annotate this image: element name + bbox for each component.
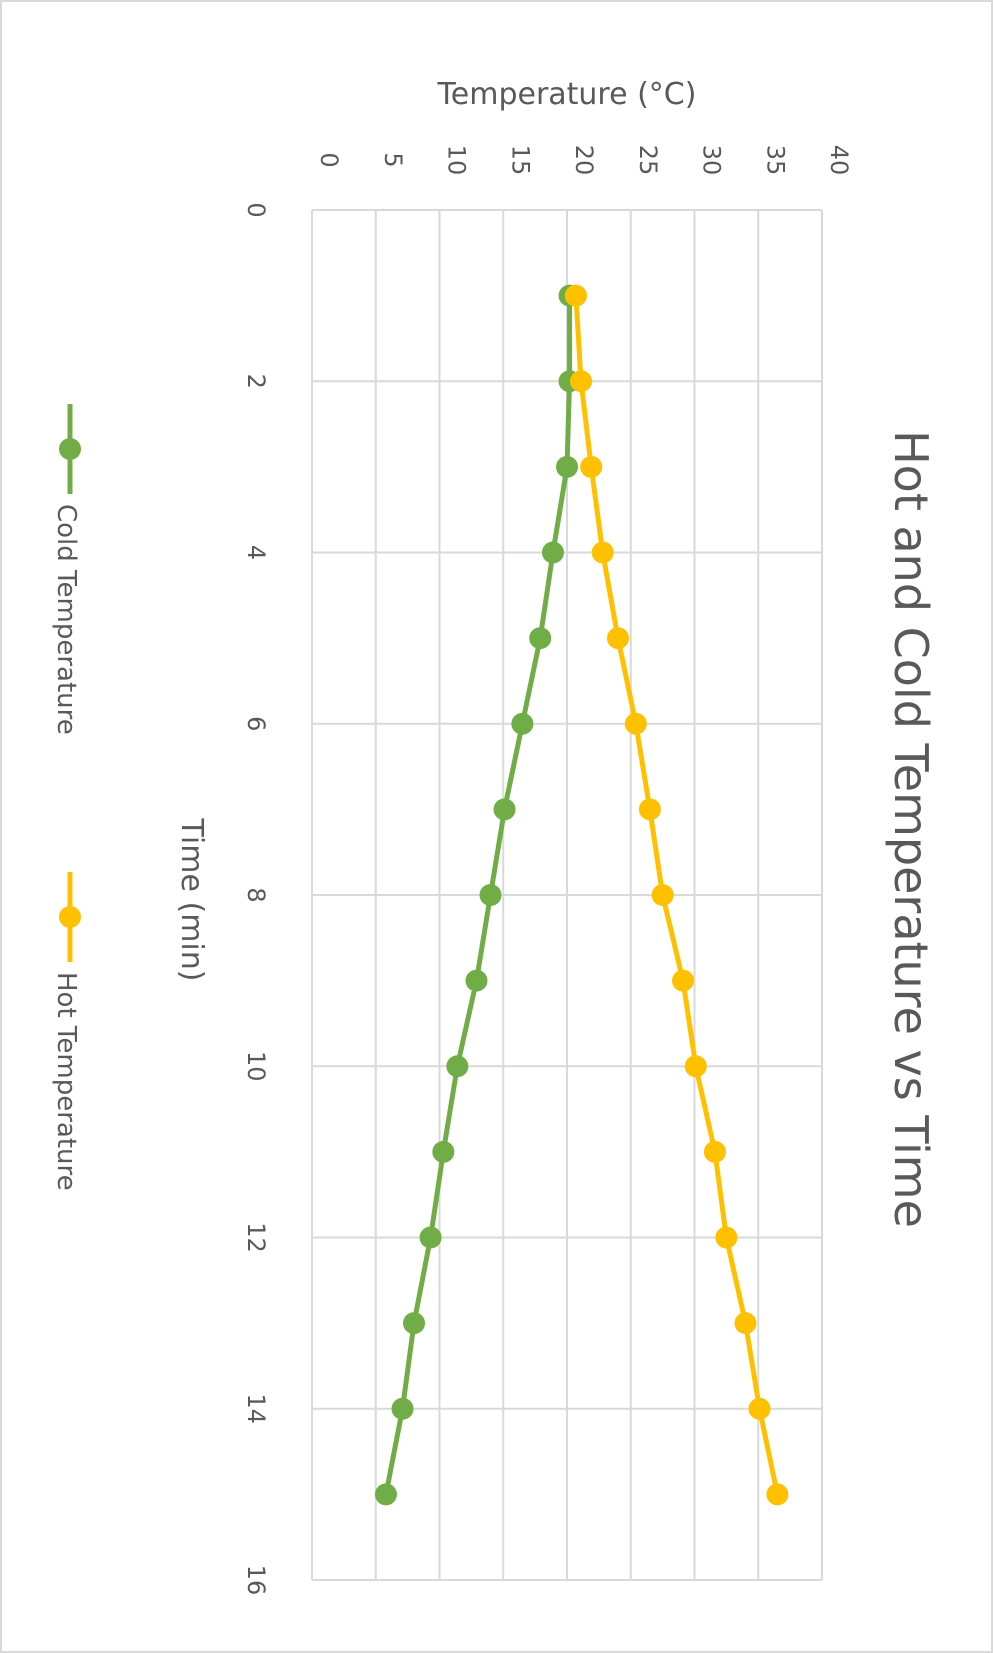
tick-label-temp: 5: [379, 152, 407, 167]
data-point-cold: [529, 627, 552, 650]
data-point-hot: [766, 1483, 789, 1506]
data-point-cold: [374, 1483, 397, 1506]
data-point-cold: [432, 1140, 455, 1163]
data-point-cold: [493, 798, 516, 821]
tick-label-time: 10: [242, 1051, 270, 1082]
tick-label-time: 8: [242, 887, 270, 902]
data-point-cold: [446, 1055, 469, 1078]
tick-label-temp: 0: [315, 152, 343, 167]
data-point-cold: [465, 969, 488, 992]
tick-label-temp: 30: [698, 145, 726, 176]
tick-label-temp: 40: [825, 145, 853, 176]
data-point-hot: [703, 1140, 726, 1163]
time-axis-title: Time (min): [174, 818, 209, 982]
data-point-hot: [624, 712, 647, 735]
tick-label-time: 2: [242, 374, 270, 389]
tick-label-temp: 20: [570, 145, 598, 176]
data-point-cold: [541, 541, 564, 564]
data-point-hot: [607, 627, 629, 650]
tick-label-time: 16: [242, 1565, 270, 1596]
tick-label-time: 4: [242, 545, 270, 560]
data-point-cold: [391, 1397, 414, 1420]
grid: [311, 209, 823, 1581]
legend-label-cold: Cold Temperature: [51, 504, 81, 735]
tick-label-temp: 10: [443, 145, 471, 176]
tick-label-time: 0: [242, 202, 270, 217]
tick-label-temp: 25: [634, 145, 662, 176]
labels: 0 5 10 15 20 25 30 35 40 0 2 4 6 8 10 12 14 16 Hot and Col…: [51, 77, 938, 1595]
chart-title: Hot and Cold Temperature vs Time: [884, 430, 938, 1228]
legend-label-hot: Hot Temperature: [51, 972, 81, 1191]
tick-label-time: 14: [242, 1393, 270, 1424]
tick-label-temp: 35: [761, 145, 789, 176]
data-point-cold: [556, 455, 578, 478]
legend-marker-hot: [59, 906, 81, 928]
data-point-hot: [564, 284, 587, 307]
data-point-hot: [715, 1226, 738, 1249]
legend-marker-cold: [59, 438, 81, 460]
data-point-cold: [419, 1226, 442, 1249]
tick-label-time: 6: [242, 716, 270, 731]
data-point-hot: [734, 1312, 757, 1335]
data-point-cold: [403, 1312, 425, 1335]
data-point-hot: [591, 541, 614, 564]
data-point-hot: [638, 798, 661, 821]
data-point-hot: [748, 1397, 771, 1420]
tick-label-time: 12: [242, 1222, 270, 1253]
data-point-hot: [651, 884, 674, 906]
temperature-axis-title: Temperature (°C): [437, 77, 697, 112]
data-point-hot: [580, 455, 603, 478]
data-point-hot: [672, 969, 695, 992]
data-point-cold: [479, 884, 502, 906]
tick-label-temp: 15: [506, 145, 534, 176]
series-layer: [374, 284, 789, 1506]
data-point-hot: [570, 370, 593, 393]
data-point-cold: [511, 712, 534, 735]
data-point-hot: [684, 1055, 707, 1078]
